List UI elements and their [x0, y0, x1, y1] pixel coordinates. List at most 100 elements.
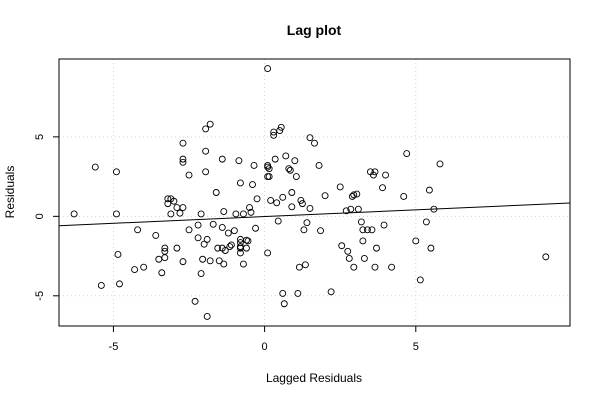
data-point — [264, 249, 272, 257]
data-point — [412, 237, 420, 245]
data-point — [236, 249, 244, 257]
data-point — [425, 186, 433, 194]
data-point — [158, 269, 166, 277]
data-point — [297, 196, 305, 204]
data-point — [246, 204, 253, 212]
data-point — [239, 260, 247, 268]
data-point — [400, 193, 408, 200]
data-point — [306, 204, 314, 212]
data-point — [203, 235, 211, 243]
y-axis: -5 0 5 — [34, 134, 60, 301]
data-point — [202, 147, 210, 155]
data-point — [342, 207, 350, 215]
data-point — [152, 231, 160, 239]
x-tick-label: 0 — [262, 341, 268, 353]
y-tick-label: 0 — [34, 213, 46, 219]
data-point — [164, 195, 172, 203]
data-point — [270, 131, 278, 139]
x-tick-label: -5 — [109, 341, 119, 353]
data-point — [264, 65, 272, 72]
data-point — [91, 163, 99, 171]
chart-title: Lag plot — [287, 22, 342, 38]
data-point — [321, 192, 329, 200]
data-point — [306, 134, 314, 142]
data-point — [170, 197, 178, 205]
data-point — [200, 240, 208, 248]
data-point — [265, 165, 273, 173]
data-point — [112, 168, 120, 176]
data-point — [179, 139, 187, 147]
data-point — [292, 173, 300, 181]
data-point — [267, 196, 275, 204]
data-point — [363, 226, 371, 234]
data-point — [203, 313, 211, 320]
data-point — [416, 276, 424, 284]
data-point — [265, 173, 273, 181]
data-point — [220, 208, 228, 216]
data-point — [176, 209, 184, 217]
data-point — [249, 181, 256, 189]
data-point — [97, 282, 105, 289]
data-point — [345, 255, 353, 262]
data-point — [161, 254, 169, 262]
data-point — [173, 244, 181, 252]
plot-frame — [58, 58, 571, 327]
data-point — [403, 150, 411, 158]
data-point — [197, 210, 205, 218]
data-point — [243, 236, 250, 244]
data-point — [271, 155, 279, 163]
data-point — [347, 205, 355, 213]
data-point — [380, 221, 388, 229]
data-point — [370, 171, 377, 179]
data-point — [288, 189, 296, 196]
data-point — [226, 243, 234, 250]
data-point — [280, 300, 288, 308]
data-point — [311, 139, 318, 147]
data-point — [303, 219, 311, 227]
data-point — [379, 184, 386, 192]
data-point — [253, 195, 261, 203]
data-point — [344, 247, 352, 255]
data-point — [298, 200, 306, 208]
data-point — [239, 210, 247, 218]
data-point — [161, 244, 169, 252]
data-point — [70, 210, 78, 218]
data-point — [179, 155, 187, 163]
data-point — [140, 263, 148, 271]
data-point — [112, 210, 120, 218]
data-point — [276, 127, 284, 134]
data-point — [300, 226, 308, 234]
data-point — [194, 234, 202, 242]
data-point — [301, 261, 309, 269]
data-point — [179, 258, 187, 266]
data-point — [244, 237, 252, 245]
data-point — [206, 257, 214, 265]
data-point — [134, 226, 142, 234]
data-point — [359, 226, 367, 234]
data-point — [116, 280, 123, 288]
data-point — [350, 263, 358, 271]
data-point — [336, 183, 344, 191]
data-point — [212, 189, 220, 196]
data-point — [295, 263, 303, 271]
data-point — [264, 163, 272, 171]
data-point — [218, 224, 226, 231]
data-point — [250, 162, 258, 169]
data-point — [436, 160, 444, 168]
data-point — [247, 208, 255, 216]
x-axis-label: Lagged Residuals — [266, 371, 362, 385]
y-axis-label: Residuals — [3, 166, 17, 219]
data-point — [279, 193, 287, 201]
data-point — [232, 210, 240, 218]
data-point — [350, 191, 358, 199]
data-point — [353, 190, 361, 198]
y-tick-label: 5 — [34, 134, 46, 140]
data-point — [224, 229, 232, 237]
data-point — [218, 155, 226, 163]
data-point — [131, 266, 139, 274]
data-point — [357, 218, 365, 226]
data-point — [354, 205, 362, 213]
data-point — [164, 200, 172, 208]
data-point — [227, 241, 235, 249]
